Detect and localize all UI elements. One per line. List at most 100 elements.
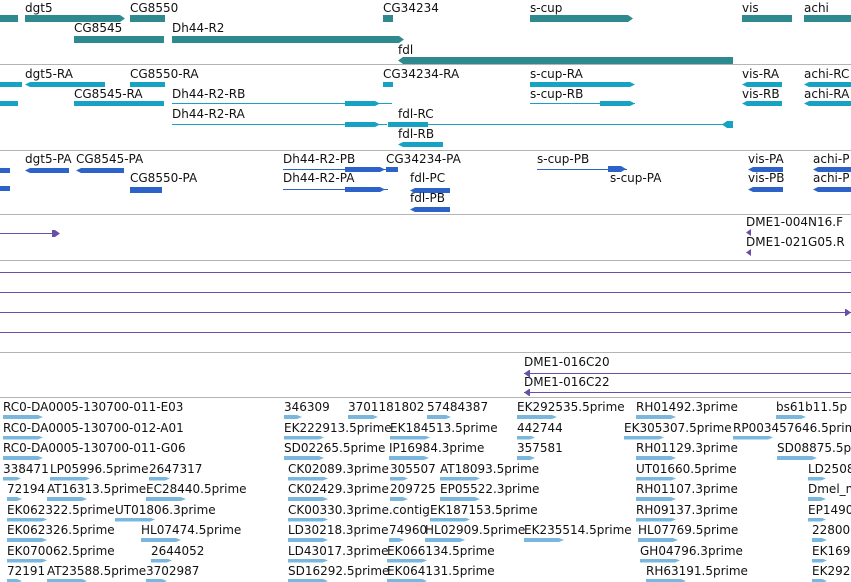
est-feature[interactable]	[288, 538, 328, 542]
est-feature[interactable]	[517, 436, 535, 440]
protein-feature[interactable]	[748, 187, 783, 192]
est-feature[interactable]	[3, 477, 21, 481]
protein-feature[interactable]	[345, 167, 385, 172]
transcript-feature[interactable]	[345, 122, 380, 127]
protein-feature[interactable]	[410, 188, 450, 193]
est-feature[interactable]	[430, 518, 470, 522]
transcript-feature[interactable]	[0, 82, 22, 87]
est-feature[interactable]	[646, 579, 686, 582]
transcript-feature[interactable]	[742, 101, 782, 106]
transcript-feature[interactable]	[722, 121, 733, 128]
est-feature[interactable]	[808, 518, 826, 522]
est-feature[interactable]	[776, 415, 806, 419]
est-feature[interactable]	[387, 579, 427, 582]
est-feature[interactable]	[640, 559, 680, 563]
clone-arrow[interactable]	[52, 230, 60, 237]
est-feature[interactable]	[7, 538, 47, 542]
est-feature[interactable]	[636, 497, 676, 501]
est-feature[interactable]	[7, 497, 22, 501]
est-feature[interactable]	[47, 497, 87, 501]
transcript-feature[interactable]	[25, 82, 105, 87]
transcript-feature[interactable]	[530, 82, 635, 87]
protein-feature[interactable]	[345, 187, 385, 192]
alignment-arrow[interactable]	[845, 309, 851, 316]
gene-feature[interactable]	[172, 36, 404, 43]
est-feature[interactable]	[3, 456, 43, 460]
est-feature[interactable]	[808, 477, 826, 481]
est-feature[interactable]	[348, 415, 378, 419]
est-feature[interactable]	[149, 477, 170, 481]
est-feature[interactable]	[141, 538, 181, 542]
protein-feature[interactable]	[76, 168, 124, 173]
est-feature[interactable]	[288, 518, 328, 522]
gene-feature[interactable]	[130, 15, 165, 22]
transcript-feature[interactable]	[600, 101, 635, 106]
transcript-feature[interactable]	[742, 82, 782, 87]
transcript-feature[interactable]	[345, 101, 380, 106]
est-feature[interactable]	[812, 559, 827, 563]
est-feature[interactable]	[777, 456, 817, 460]
transcript-feature[interactable]	[388, 122, 428, 127]
est-feature[interactable]	[288, 477, 328, 481]
est-feature[interactable]	[440, 477, 480, 481]
est-feature[interactable]	[517, 415, 557, 419]
clone-arrow[interactable]	[746, 249, 751, 256]
transcript-feature[interactable]	[0, 101, 18, 106]
transcript-feature[interactable]	[74, 101, 164, 106]
est-feature[interactable]	[288, 497, 328, 501]
est-feature[interactable]	[3, 436, 43, 440]
est-feature[interactable]	[390, 436, 430, 440]
est-feature[interactable]	[425, 538, 465, 542]
est-feature[interactable]	[3, 415, 43, 419]
gene-feature[interactable]	[398, 57, 733, 64]
transcript-feature[interactable]	[804, 82, 851, 87]
transcript-feature[interactable]	[130, 82, 165, 87]
est-feature[interactable]	[7, 559, 47, 563]
gene-feature[interactable]	[25, 15, 125, 22]
est-feature[interactable]	[7, 579, 22, 582]
est-feature[interactable]	[389, 456, 429, 460]
est-feature[interactable]	[636, 415, 676, 419]
est-feature[interactable]	[733, 436, 773, 440]
est-feature[interactable]	[636, 456, 676, 460]
gene-feature[interactable]	[383, 15, 393, 22]
est-feature[interactable]	[812, 538, 827, 542]
est-feature[interactable]	[389, 538, 404, 542]
est-feature[interactable]	[288, 559, 328, 563]
gene-feature[interactable]	[74, 36, 164, 43]
gene-feature[interactable]	[530, 15, 633, 22]
est-feature[interactable]	[284, 436, 324, 440]
protein-feature[interactable]	[0, 186, 10, 191]
est-feature[interactable]	[146, 497, 186, 501]
est-feature[interactable]	[390, 477, 408, 481]
protein-feature[interactable]	[748, 167, 783, 172]
est-feature[interactable]	[427, 415, 451, 419]
est-feature[interactable]	[624, 436, 664, 440]
protein-feature[interactable]	[608, 166, 626, 172]
protein-feature[interactable]	[410, 207, 450, 212]
protein-feature[interactable]	[25, 168, 69, 173]
est-feature[interactable]	[7, 518, 47, 522]
est-feature[interactable]	[115, 518, 155, 522]
clone-arrow[interactable]	[524, 370, 530, 377]
est-feature[interactable]	[636, 518, 676, 522]
transcript-feature[interactable]	[398, 142, 443, 147]
clone-arrow[interactable]	[746, 229, 751, 236]
clone-arrow[interactable]	[524, 389, 530, 396]
est-feature[interactable]	[387, 559, 427, 563]
est-feature[interactable]	[151, 559, 172, 563]
est-feature[interactable]	[284, 456, 324, 460]
protein-feature[interactable]	[130, 187, 162, 193]
est-feature[interactable]	[517, 456, 535, 460]
gene-feature[interactable]	[0, 15, 18, 22]
protein-feature[interactable]	[386, 167, 398, 172]
est-feature[interactable]	[50, 477, 90, 481]
transcript-feature[interactable]	[383, 82, 393, 87]
est-feature[interactable]	[440, 497, 480, 501]
est-feature[interactable]	[146, 579, 167, 582]
est-feature[interactable]	[638, 538, 678, 542]
gene-feature[interactable]	[804, 15, 851, 22]
protein-feature[interactable]	[0, 168, 10, 173]
est-feature[interactable]	[808, 497, 826, 501]
transcript-feature[interactable]	[804, 101, 851, 106]
